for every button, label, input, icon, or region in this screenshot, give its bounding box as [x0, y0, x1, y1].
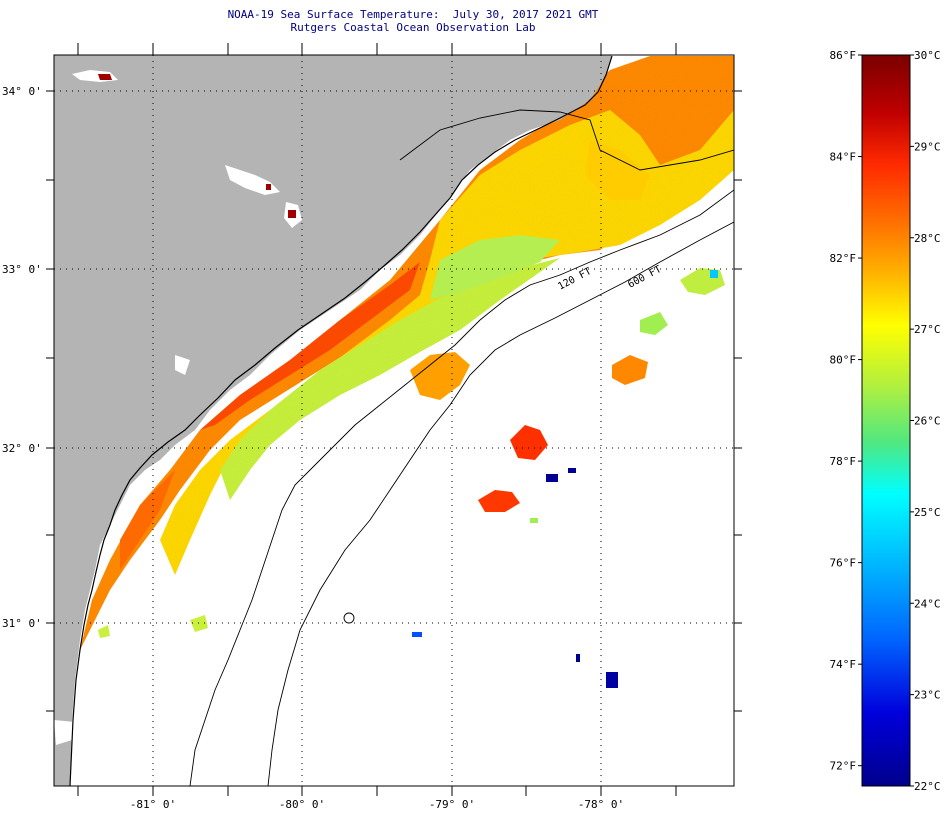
colorbar-ticks	[858, 54, 914, 787]
lon-label-78: -78° 0'	[578, 798, 624, 811]
colorbar-label-c: 23°C	[914, 689, 941, 702]
colorbar-label-c: 25°C	[914, 506, 941, 519]
colorbar-label-f: 86°F	[830, 49, 857, 62]
colorbar-label-f: 74°F	[830, 658, 857, 671]
colorbar-fahrenheit-labels: 86°F 84°F 82°F 80°F 78°F 76°F 74°F 72°F	[830, 49, 857, 773]
sst-swath	[80, 56, 734, 688]
lon-label-79: -79° 0'	[429, 798, 475, 811]
colorbar-label-c: 29°C	[914, 140, 941, 153]
land-area	[54, 55, 612, 786]
colorbar-label-f: 78°F	[830, 455, 857, 468]
coastline	[69, 55, 613, 786]
colorbar-label-f: 76°F	[830, 557, 857, 570]
colorbar-label-c: 22°C	[914, 780, 941, 793]
colorbar-celsius-labels: 30°C 29°C 28°C 27°C 26°C 25°C 24°C 23°C 22°C	[914, 49, 941, 793]
colorbar-label-c: 26°C	[914, 415, 941, 428]
colorbar-label-f: 80°F	[830, 354, 857, 367]
lat-label-31: 31° 0'	[2, 617, 42, 630]
contour-120ft	[189, 189, 734, 786]
contour-600ft	[267, 221, 734, 786]
lat-label-33: 33° 0'	[2, 263, 42, 276]
colorbar-label-c: 30°C	[914, 49, 941, 62]
colorbar-label-f: 84°F	[830, 151, 857, 164]
title-line-2: Rutgers Coastal Ocean Observation Lab	[290, 21, 536, 34]
colorbar-label-c: 27°C	[914, 323, 941, 336]
colorbar	[861, 54, 911, 787]
lat-label-32: 32° 0'	[2, 442, 42, 455]
lat-label-34: 34° 0'	[2, 85, 42, 98]
axis-ticks	[46, 43, 742, 796]
lon-label-80: -80° 0'	[279, 798, 325, 811]
title-line-1: NOAA-19 Sea Surface Temperature: July 30…	[227, 8, 599, 21]
lon-label-81: -81° 0'	[130, 798, 176, 811]
colorbar-label-c: 28°C	[914, 232, 941, 245]
map-frame	[53, 54, 735, 787]
colorbar-label-f: 72°F	[830, 760, 857, 773]
colorbar-label-c: 24°C	[914, 597, 941, 610]
colorbar-label-f: 82°F	[830, 252, 857, 265]
